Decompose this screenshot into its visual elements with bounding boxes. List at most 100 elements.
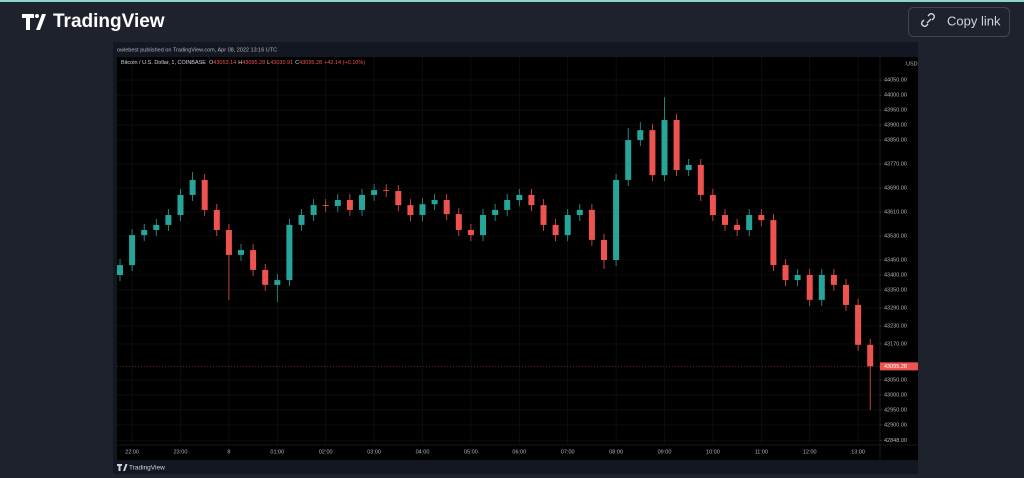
y-tick-label: 43950.00 (884, 108, 907, 114)
candle-body (322, 205, 329, 207)
legend-value: 43030.91 (270, 60, 293, 66)
y-tick-label: 43400.00 (884, 272, 907, 278)
plot-area (117, 57, 880, 445)
x-tick-label: 03:00 (367, 449, 381, 455)
candle-body (576, 209, 583, 216)
candle-body (782, 265, 789, 281)
candle-body (685, 164, 692, 171)
candle-body (129, 235, 136, 266)
candle-body (625, 140, 632, 180)
legend-value: 43095.28 (242, 60, 265, 66)
y-tick-label: 43850.00 (884, 138, 907, 144)
candle-body (213, 209, 220, 231)
y-tick-label: 43050.00 (884, 377, 907, 383)
candle-body (649, 130, 656, 176)
candle-body (141, 230, 148, 236)
candle-body (528, 194, 535, 206)
legend-key: C (295, 60, 299, 66)
candle-body (238, 250, 244, 255)
legend-key: O (209, 60, 214, 66)
x-tick-label: 06:00 (512, 449, 526, 455)
x-tick-label: 02:00 (319, 449, 333, 455)
candle-body (867, 344, 874, 367)
candle-body (758, 215, 765, 221)
legend-change: +42.14 (+0.10%) (324, 60, 365, 66)
candle-body (830, 274, 837, 285)
candle-body (359, 194, 365, 210)
logo-icon (22, 14, 46, 30)
candle-body (818, 274, 825, 300)
candles (117, 97, 874, 410)
watermark-text: TradingView (129, 465, 165, 472)
copy-link-button[interactable]: Copy link (908, 7, 1010, 37)
candle-body (601, 239, 607, 260)
candle-body (395, 191, 402, 206)
y-tick-label: 43230.00 (884, 323, 907, 329)
candle-body (310, 205, 317, 216)
candle-body (371, 190, 378, 195)
candle-body (794, 274, 801, 281)
x-tick-label: 05:00 (464, 449, 478, 455)
legend-key: L (267, 60, 270, 66)
candle-body (673, 119, 680, 171)
x-tick-label: 09:00 (658, 449, 672, 455)
link-icon (921, 13, 935, 27)
y-tick-label: 43530.00 (884, 233, 907, 239)
time-axis (117, 445, 918, 460)
candle-body (504, 200, 511, 210)
currency-label: USD (906, 61, 918, 67)
price-axis (880, 57, 918, 445)
candle-body (153, 224, 160, 231)
y-tick-label: 43000.00 (884, 392, 907, 398)
candle-body (855, 304, 862, 345)
x-tick-label: 08:00 (609, 449, 623, 455)
candle-body (709, 194, 716, 216)
candle-body (540, 205, 547, 225)
candle-body (250, 250, 257, 270)
candle-body (588, 209, 595, 240)
y-tick-label: 43450.00 (884, 257, 907, 263)
y-tick-label: 42848.00 (884, 438, 907, 444)
x-tick-label: 01:00 (270, 449, 284, 455)
candle-body (564, 215, 571, 236)
button-label[interactable]: Copy link (947, 13, 1001, 28)
axes: 44050.00 44000.00 43950.00 43900.00 43850.00… (125, 78, 918, 455)
x-tick-label: 11:00 (755, 449, 768, 455)
candle-body (697, 164, 704, 195)
publish-note: owlebest published on TradingView.com, A… (117, 47, 277, 53)
candle-body (177, 194, 184, 216)
footer-watermark: TradingView (117, 464, 165, 472)
logo: TradingView (22, 11, 165, 32)
x-tick-label: 07:00 (561, 449, 575, 455)
top-border (0, 0, 1024, 2)
candle-body (455, 214, 462, 231)
y-tick-label: 43350.00 (884, 287, 907, 293)
y-tick-label: 43690.00 (884, 185, 907, 191)
candle-body (722, 215, 728, 225)
y-tick-label: 42900.00 (884, 422, 907, 428)
candle-body (734, 224, 741, 231)
candle-body (165, 215, 172, 225)
candle-body (407, 205, 414, 216)
last-price-box (880, 362, 918, 371)
x-tick-label: 04:00 (416, 449, 430, 455)
candle-body (746, 215, 753, 231)
candle-body (613, 179, 620, 260)
y-tick-label: 43610.00 (884, 209, 907, 215)
y-tick-label: 43170.00 (884, 341, 907, 347)
y-tick-label: 42950.00 (884, 407, 907, 413)
legend-value: 43095.28 (299, 60, 322, 66)
candle-body (262, 269, 269, 285)
candle-body (806, 274, 813, 300)
y-tick-label: 43900.00 (884, 123, 907, 129)
y-tick-label: 44000.00 (884, 93, 907, 99)
x-tick-label: 22:00 (125, 449, 139, 455)
legend: Bitcoin / U.S. Dollar, 1, COINBASE O43053… (121, 60, 365, 66)
x-tick-label: 23:00 (174, 449, 188, 455)
candle-body (225, 230, 232, 255)
candle-body (492, 209, 499, 216)
legend-symbol: Bitcoin / U.S. Dollar, 1, COINBASE (121, 60, 206, 66)
candle-body (117, 265, 123, 275)
candle-body (770, 220, 777, 266)
